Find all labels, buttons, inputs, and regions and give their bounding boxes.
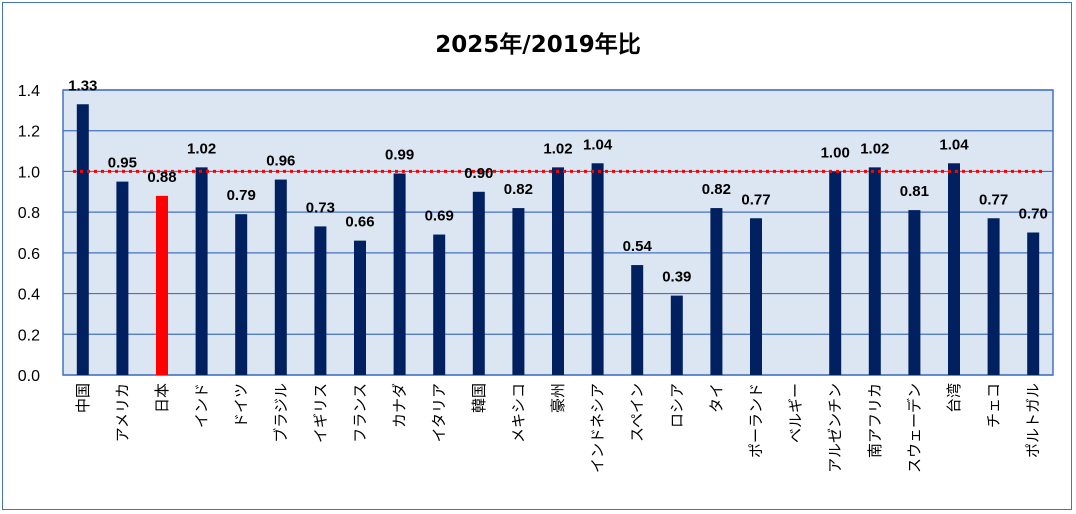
category-label: 台湾	[945, 383, 963, 413]
bar	[868, 167, 881, 375]
category-label: 中国	[74, 383, 92, 413]
data-label: 0.66	[345, 214, 374, 231]
category-label: インド	[193, 383, 211, 428]
x-axis: 中国 アメリカ 日本 インド ドイツ ブラジル イギリス フランス カナダ イタリア 韓国 メキシコ 豪…	[74, 383, 1042, 473]
data-label: 0.79	[227, 187, 256, 204]
category-label: アメリカ	[113, 383, 131, 442]
data-label: 0.88	[147, 169, 176, 186]
category-label: イタリア	[430, 383, 448, 442]
category-label: ブラジル	[272, 383, 290, 443]
bar	[670, 295, 683, 375]
bar	[987, 218, 1000, 375]
category-label: スウェーデン	[905, 383, 923, 473]
data-label: 0.82	[702, 181, 731, 198]
category-label: チェコ	[985, 383, 1003, 428]
data-label: 0.54	[623, 238, 653, 255]
y-tick-label: 1.2	[18, 124, 40, 141]
y-tick-label: 1.4	[18, 83, 40, 100]
bar	[512, 208, 525, 375]
bar	[156, 195, 168, 375]
bar	[274, 179, 287, 375]
data-label: 1.04	[939, 136, 969, 153]
y-tick-label: 1.0	[18, 164, 40, 181]
category-label: アルゼンチン	[826, 383, 844, 473]
bar	[393, 173, 406, 375]
category-label: ベルギー	[787, 383, 805, 443]
category-label: 豪州	[549, 383, 567, 413]
data-label: 0.95	[108, 155, 137, 172]
y-tick-label: 0.2	[18, 327, 40, 344]
bar	[948, 163, 960, 375]
category-label: 南アフリカ	[866, 383, 884, 458]
bar	[195, 167, 208, 375]
bar	[1027, 232, 1040, 375]
bar	[433, 234, 446, 375]
data-label: 1.02	[187, 140, 216, 157]
data-label: 0.99	[385, 146, 414, 163]
data-label: 0.73	[306, 199, 335, 216]
data-label: 0.96	[266, 153, 295, 170]
data-label: 1.33	[68, 77, 97, 94]
category-label: 韓国	[470, 383, 488, 413]
bar	[591, 163, 604, 375]
category-label: ロシア	[668, 383, 686, 428]
bar	[76, 104, 89, 375]
category-label: ポーランド	[747, 383, 765, 458]
bar	[750, 218, 762, 375]
bar	[116, 181, 129, 375]
category-label: フランス	[351, 383, 369, 443]
y-tick-label: 0.6	[18, 246, 40, 263]
data-label: 0.70	[1019, 206, 1048, 223]
category-label: 日本	[153, 383, 171, 413]
category-label: ドイツ	[232, 383, 250, 428]
bar	[710, 208, 723, 375]
y-tick-label: 0.0	[18, 368, 40, 385]
data-label: 1.04	[583, 136, 613, 153]
data-label: 1.02	[860, 140, 889, 157]
category-label: タイ	[707, 383, 725, 413]
data-label: 1.02	[543, 140, 572, 157]
y-tick-label: 0.8	[18, 205, 40, 222]
data-label: 0.77	[979, 191, 1008, 208]
data-labels: 1.33 0.95 0.88 1.02 0.79 0.96 0.73 0.66 0.99 0.69…	[68, 77, 1048, 285]
category-label: スペイン	[628, 383, 646, 442]
category-label: カナダ	[391, 383, 409, 428]
data-label: 0.77	[741, 191, 770, 208]
bar	[472, 191, 485, 375]
category-label: イギリス	[311, 383, 329, 443]
bar	[829, 171, 842, 375]
data-label: 0.82	[504, 181, 533, 198]
category-label: ポルトガル	[1024, 383, 1042, 458]
bar	[354, 240, 366, 375]
bar	[314, 226, 327, 375]
category-label: メキシコ	[509, 383, 527, 443]
data-label: 0.81	[900, 183, 929, 200]
chart-title: 2025年/2019年比	[435, 31, 640, 58]
bar	[235, 214, 248, 375]
data-label: 0.90	[464, 165, 493, 182]
data-label: 0.39	[662, 269, 691, 286]
bar	[552, 167, 564, 375]
bars	[76, 104, 1040, 375]
data-label: 0.69	[425, 208, 454, 225]
y-tick-label: 0.4	[18, 287, 40, 304]
category-label: インドネシア	[589, 383, 607, 473]
bar	[908, 210, 921, 375]
data-label: 1.00	[821, 144, 850, 161]
y-axis: 0.0 0.2 0.4 0.6 0.8 1.0 1.2 1.4	[18, 83, 40, 385]
bar	[631, 265, 644, 375]
